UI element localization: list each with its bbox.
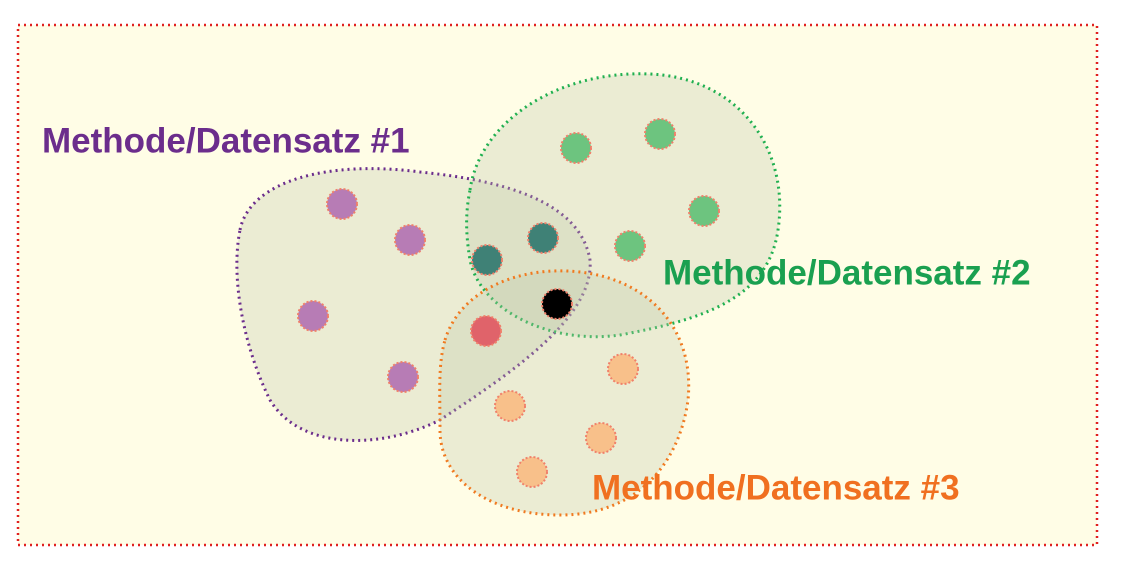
dot <box>394 224 426 256</box>
dot <box>297 300 329 332</box>
dot <box>326 188 358 220</box>
blob-2 <box>465 72 782 339</box>
blob-3 <box>438 269 691 517</box>
dot <box>516 456 548 488</box>
dot <box>688 195 720 227</box>
dot <box>494 390 526 422</box>
dot <box>644 118 676 150</box>
blob-1 <box>235 167 592 442</box>
dot <box>585 422 617 454</box>
dot <box>607 353 639 385</box>
frame <box>16 23 1099 547</box>
label-2: Methode/Datensatz #2 <box>663 253 1031 292</box>
dot <box>387 361 419 393</box>
dot <box>471 244 503 276</box>
label-1: Methode/Datensatz #1 <box>42 121 410 160</box>
dot <box>470 315 502 347</box>
dot <box>527 222 559 254</box>
dots <box>297 118 720 488</box>
dot <box>614 230 646 262</box>
dot <box>560 132 592 164</box>
dot <box>541 288 573 320</box>
label-3: Methode/Datensatz #3 <box>592 468 960 507</box>
